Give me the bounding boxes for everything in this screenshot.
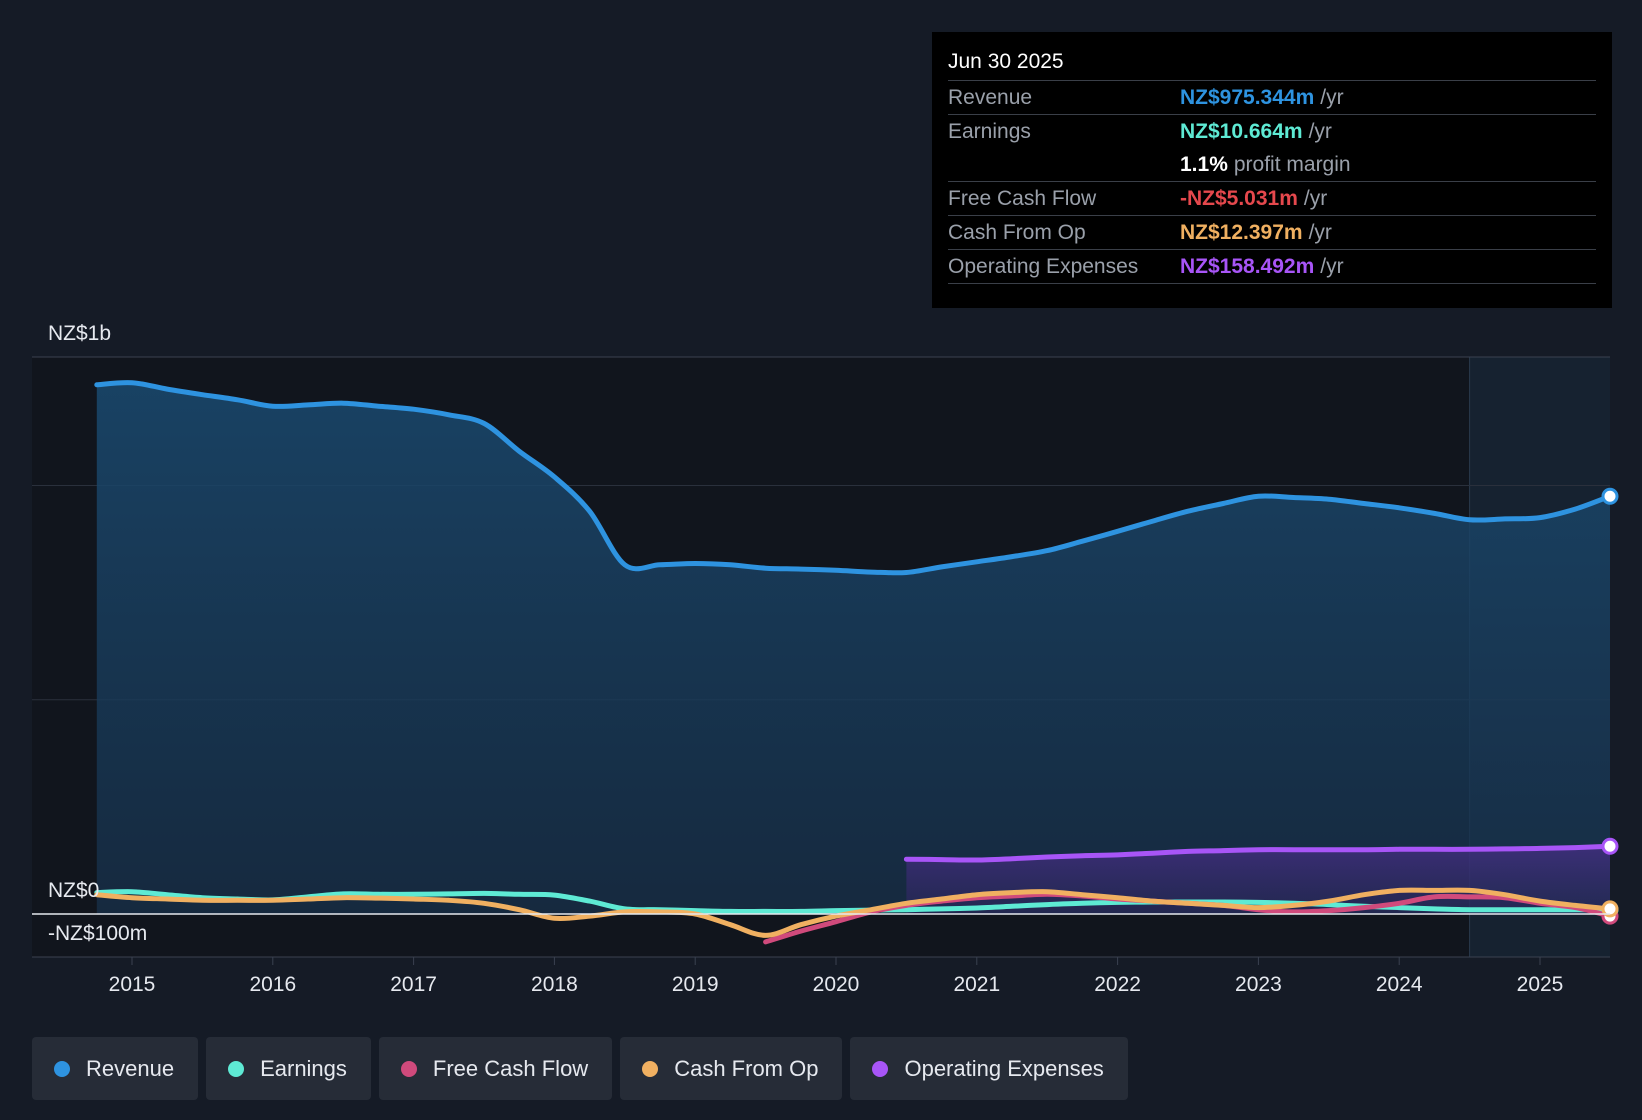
- tooltip-value: NZ$975.344m: [1180, 86, 1315, 109]
- legend-item-operating-expenses[interactable]: Operating Expenses: [850, 1037, 1128, 1100]
- tooltip-value: 1.1%: [1180, 153, 1228, 176]
- tooltip-label: Earnings: [948, 120, 1031, 143]
- tooltip-unit: /yr: [1303, 187, 1328, 210]
- tooltip-unit: /yr: [1308, 120, 1332, 143]
- cash-from-op-line: [94, 887, 1613, 938]
- tooltip-row-revenue: Revenue NZ$975.344m /yr: [948, 81, 1596, 115]
- y-label-zero: NZ$0: [48, 879, 99, 902]
- y-label-bottom: -NZ$100m: [48, 922, 147, 945]
- x-tick-label: 2018: [531, 973, 578, 996]
- x-tick-label: 2019: [672, 973, 719, 996]
- revenue-area: [96, 382, 1610, 915]
- x-tick-label: 2024: [1376, 973, 1423, 996]
- tooltip-label: Free Cash Flow: [948, 187, 1097, 210]
- legend-label: Operating Expenses: [904, 1055, 1104, 1081]
- cash-from-op-endpoint: [1601, 900, 1619, 918]
- tooltip-unit: /yr: [1308, 221, 1332, 244]
- tooltip-unit: /yr: [1320, 86, 1344, 109]
- tooltip-row-cfo: Cash From Op NZ$12.397m /yr: [948, 216, 1596, 250]
- legend-item-earnings[interactable]: Earnings: [206, 1037, 371, 1100]
- x-tick-label: 2016: [249, 973, 296, 996]
- tooltip-unit: /yr: [1320, 255, 1344, 278]
- x-tick-label: 2023: [1235, 973, 1282, 996]
- legend-label: Revenue: [86, 1055, 175, 1081]
- x-tick-label: 2020: [813, 973, 860, 996]
- tooltip-value: NZ$158.492m: [1180, 255, 1315, 278]
- tooltip-row-fcf: Free Cash Flow -NZ$5.031m /yr: [948, 182, 1596, 216]
- x-tick-label: 2017: [390, 973, 437, 996]
- legend-dot-icon: [54, 1060, 70, 1077]
- legend-label: Earnings: [260, 1055, 347, 1081]
- tooltip-label: Cash From Op: [948, 221, 1086, 244]
- x-tick-label: 2025: [1517, 973, 1564, 996]
- legend-label: Free Cash Flow: [432, 1055, 589, 1081]
- legend-item-cash-from-op[interactable]: Cash From Op: [620, 1037, 843, 1100]
- legend-dot-icon: [872, 1060, 889, 1077]
- tooltip-panel: Jun 30 2025 Revenue NZ$975.344m /yr Earn…: [932, 32, 1612, 308]
- tooltip-value: NZ$12.397m: [1180, 221, 1303, 244]
- x-tick-label: 2021: [953, 973, 1000, 996]
- tooltip-date: Jun 30 2025: [948, 46, 1596, 81]
- tooltip-unit: profit margin: [1233, 153, 1351, 176]
- operating-expenses-endpoint: [1601, 837, 1619, 855]
- revenue-endpoint: [1601, 487, 1619, 505]
- tooltip-label: Revenue: [948, 86, 1033, 109]
- tooltip-value: -NZ$5.031m: [1180, 187, 1298, 210]
- legend: Revenue Earnings Free Cash Flow Cash Fro…: [32, 1037, 1128, 1100]
- legend-dot-icon: [228, 1060, 245, 1077]
- operating-expenses-line: [903, 843, 1613, 863]
- y-label-top: NZ$1b: [48, 322, 111, 345]
- revenue-line: [94, 380, 1613, 576]
- x-tick-label: 2022: [1094, 973, 1141, 996]
- legend-dot-icon: [642, 1060, 659, 1077]
- tooltip-row-opex: Operating Expenses NZ$158.492m /yr: [948, 250, 1596, 284]
- tooltip-label: [948, 148, 1180, 181]
- legend-label: Cash From Op: [674, 1055, 819, 1081]
- x-axis-ticks: 2015 2016 2017 2018 2019 2020 2021 2022 2023 2024…: [109, 957, 1564, 996]
- tooltip-label: Operating Expenses: [948, 255, 1139, 278]
- tooltip-row-earnings: Earnings NZ$10.664m /yr: [948, 115, 1596, 148]
- tooltip-value: NZ$10.664m: [1180, 120, 1303, 143]
- legend-item-revenue[interactable]: Revenue: [32, 1037, 199, 1100]
- legend-item-free-cash-flow[interactable]: Free Cash Flow: [378, 1037, 613, 1100]
- legend-dot-icon: [400, 1060, 417, 1077]
- x-tick-label: 2015: [109, 973, 156, 996]
- tooltip-row-margin: 1.1% profit margin: [948, 148, 1596, 182]
- series-lines: [32, 380, 1619, 945]
